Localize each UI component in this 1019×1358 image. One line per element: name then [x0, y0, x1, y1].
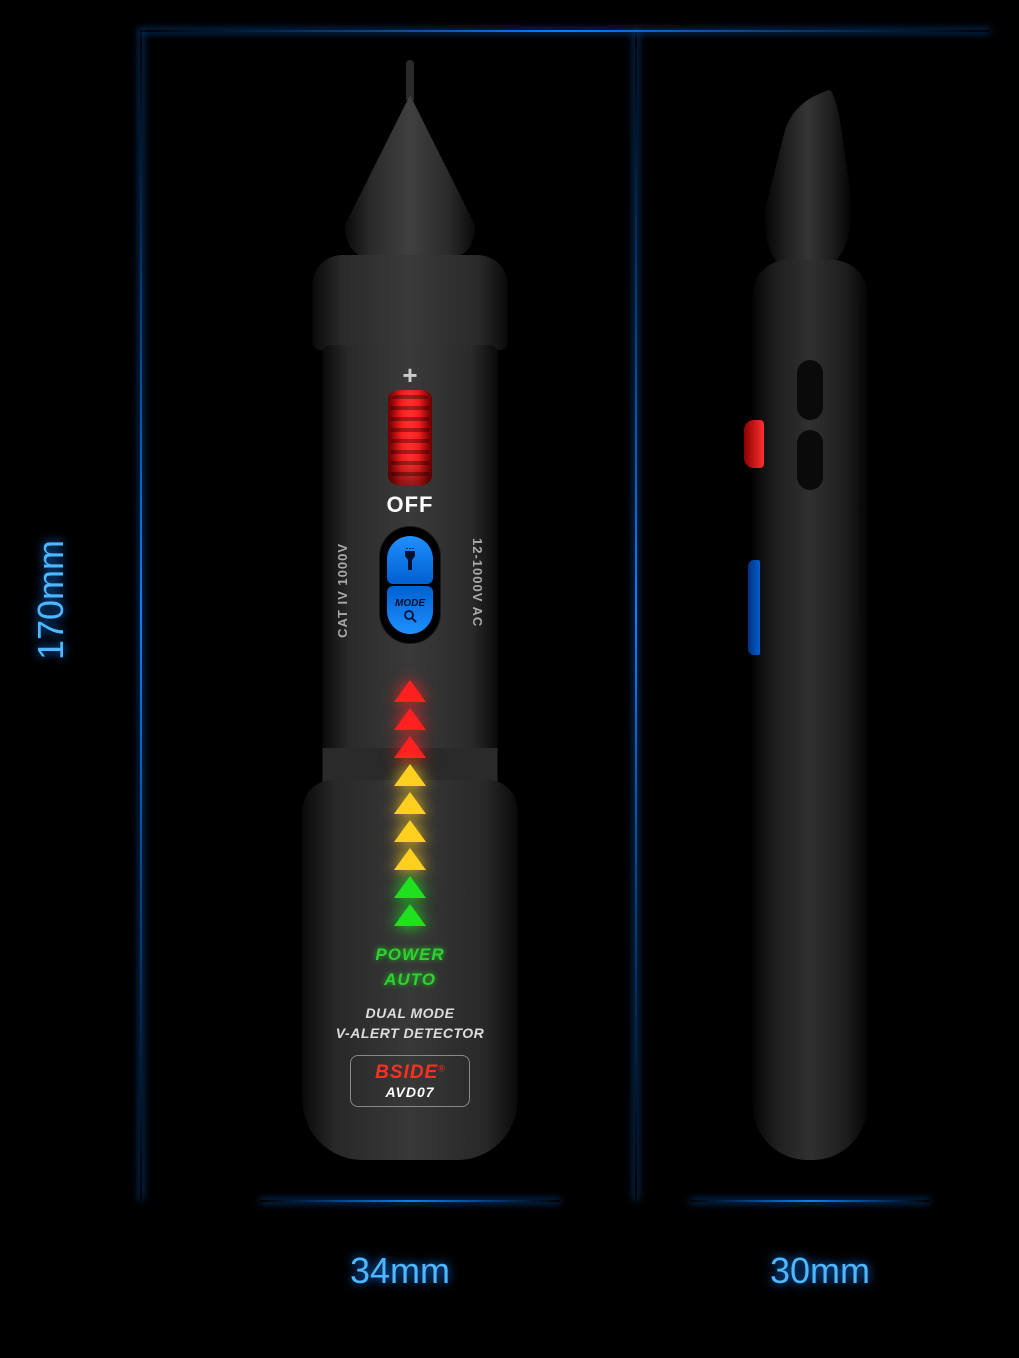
width-side-dimension-label: 30mm [770, 1250, 870, 1292]
registered-mark: ® [438, 1064, 445, 1074]
clip-line [860, 300, 862, 620]
off-label: OFF [387, 492, 434, 518]
led-indicator-yellow [394, 820, 426, 842]
model-name: AVD07 [385, 1084, 434, 1100]
tip-cone-shape [325, 95, 495, 265]
dimension-frame-width2 [690, 1200, 930, 1202]
mode-button-label: MODE [395, 598, 425, 609]
sensitivity-dial[interactable] [388, 390, 432, 485]
device-side-view [720, 60, 900, 1170]
body-upper-section [313, 255, 508, 350]
led-indicator-stack [394, 680, 426, 926]
width-front-dimension-label: 34mm [350, 1250, 450, 1292]
brand-name: BSIDE [375, 1062, 438, 1083]
led-indicator-green [394, 904, 426, 926]
height-dimension-label: 170mm [30, 540, 72, 660]
side-tip-shape [735, 90, 885, 270]
description-line1: DUAL MODE [365, 1005, 454, 1021]
flashlight-icon [401, 548, 419, 572]
led-indicator-yellow [394, 848, 426, 870]
side-slot [797, 430, 823, 490]
mode-button-group: MODE [379, 526, 441, 644]
side-sensitivity-dial[interactable] [744, 420, 764, 468]
mode-search-icon [403, 609, 417, 623]
led-indicator-yellow [394, 792, 426, 814]
power-label: POWER [375, 945, 444, 965]
mode-button[interactable]: MODE [387, 586, 433, 634]
brand-name-row: BSIDE® [375, 1062, 445, 1084]
side-mode-button[interactable] [748, 560, 760, 655]
flashlight-button[interactable] [387, 536, 433, 584]
led-indicator-red [394, 708, 426, 730]
side-slot [797, 360, 823, 420]
device-front-view: + OFF MODE 12-1000V AC CAT IV 1000V [280, 60, 540, 1170]
dimension-frame-left [140, 30, 142, 1200]
dimension-frame-divider [635, 30, 637, 1200]
voltage-range-label: 12-1000V AC [470, 538, 485, 627]
description-line2: V-ALERT DETECTOR [336, 1025, 485, 1041]
auto-label: AUTO [384, 970, 436, 990]
brand-box: BSIDE® AVD07 [350, 1055, 470, 1107]
led-indicator-yellow [394, 764, 426, 786]
led-indicator-green [394, 876, 426, 898]
cat-rating-label: CAT IV 1000V [335, 543, 350, 638]
led-indicator-red [394, 680, 426, 702]
probe-tip [406, 60, 414, 100]
dimension-frame-top [140, 30, 990, 32]
plus-icon: + [402, 360, 417, 391]
led-indicator-red [394, 736, 426, 758]
dimension-frame-width1 [260, 1200, 560, 1202]
